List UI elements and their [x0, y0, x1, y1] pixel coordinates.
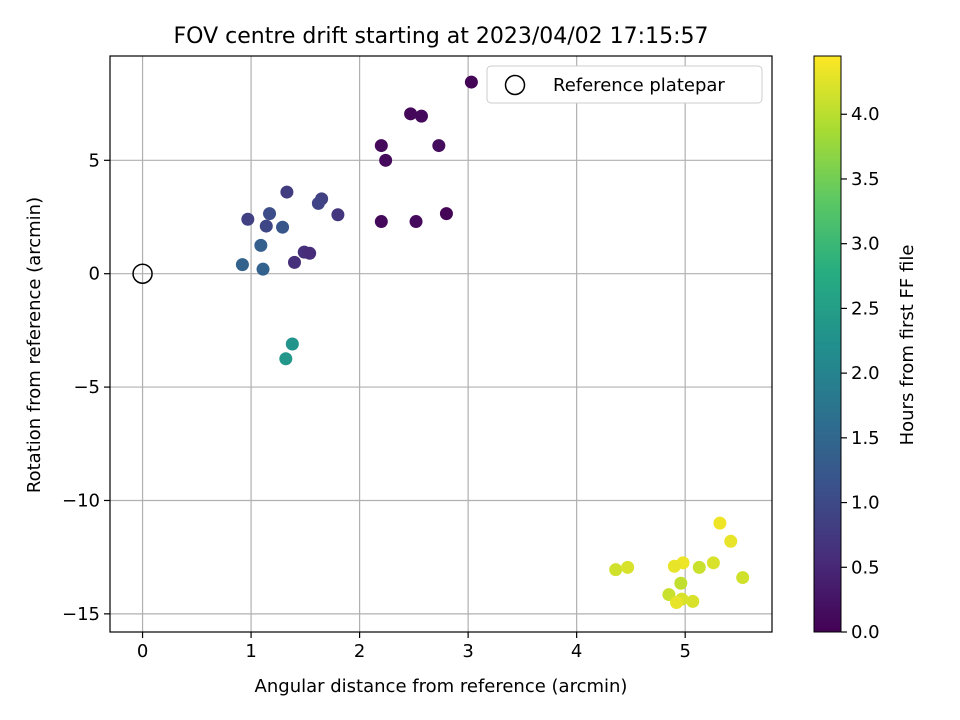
x-tick-label: 0 [137, 641, 148, 662]
colorbar-tick-label: 4.0 [851, 104, 880, 125]
x-tick-label: 4 [571, 641, 582, 662]
data-point [279, 352, 293, 366]
chart-title: FOV centre drift starting at 2023/04/02 … [174, 24, 709, 49]
data-point [674, 576, 688, 590]
plot-frame [109, 55, 773, 633]
data-point [713, 516, 727, 530]
data-point [379, 153, 393, 167]
colorbar-tick-label: 0.0 [851, 622, 880, 643]
y-tick-label: −5 [73, 377, 100, 398]
x-tick-label: 2 [354, 641, 365, 662]
colorbar-tick-label: 3.5 [851, 169, 880, 190]
colorbar-tick-label: 1.0 [851, 493, 880, 514]
data-point [686, 594, 700, 608]
data-point [259, 219, 273, 233]
grid [110, 56, 772, 632]
data-point [667, 559, 681, 573]
data-point [263, 207, 277, 221]
data-point [280, 185, 294, 199]
data-point [311, 196, 325, 210]
data-point [706, 556, 720, 570]
x-axis-label: Angular distance from reference (arcmin) [255, 676, 628, 697]
colorbar-tick-label: 2.0 [851, 363, 880, 384]
data-point [241, 212, 255, 226]
data-point [254, 238, 268, 252]
data-point [256, 262, 270, 276]
scatter-points [235, 75, 750, 610]
colorbar-tick-label: 0.5 [851, 557, 880, 578]
colorbar-tick-label: 3.0 [851, 234, 880, 255]
colorbar: 0.0 0.5 1.0 1.5 2.0 2.5 3.0 3.5 4.0 Hours from f… [813, 55, 918, 643]
colorbar-tick-label: 1.5 [851, 428, 880, 449]
colorbar-label: Hours from first FF file [897, 245, 918, 446]
reference-point-marker [132, 263, 153, 284]
data-point [609, 563, 623, 577]
data-point [432, 139, 446, 153]
data-point [235, 258, 249, 272]
data-point [404, 107, 418, 121]
data-point [374, 215, 388, 229]
data-point [439, 207, 453, 221]
data-point [692, 560, 706, 574]
data-point [464, 75, 478, 89]
x-tick-label: 1 [245, 641, 256, 662]
y-tick-label: −10 [62, 490, 100, 511]
x-tick-label: 3 [462, 641, 473, 662]
data-point [285, 337, 299, 351]
y-tick-label: −15 [62, 604, 100, 625]
reference-marker-layer [132, 263, 153, 284]
colorbar-tick-label: 2.5 [851, 298, 880, 319]
legend: Reference platepar [486, 65, 763, 104]
colorbar-ticks: 0.0 0.5 1.0 1.5 2.0 2.5 3.0 3.5 4.0 [841, 104, 880, 643]
data-point [621, 560, 635, 574]
data-point [276, 220, 290, 234]
colorbar-gradient [813, 55, 842, 633]
data-point [409, 215, 423, 229]
data-point [287, 255, 301, 269]
y-tick-label: 5 [89, 150, 100, 171]
legend-label-reference-platepar: Reference platepar [553, 75, 725, 96]
data-point [303, 246, 317, 260]
data-point [724, 534, 738, 548]
data-point [374, 139, 388, 153]
data-point [331, 208, 345, 222]
y-tick-label: 0 [89, 264, 100, 285]
legend-reference-marker [504, 74, 526, 96]
y-axis-label: Rotation from reference (arcmin) [24, 197, 45, 493]
axis-ticks: 0 1 2 3 4 5 −15 −10 −5 0 5 [62, 150, 691, 662]
data-point [414, 109, 428, 123]
legend-box [486, 65, 763, 104]
data-point [669, 596, 683, 610]
x-tick-label: 5 [679, 641, 690, 662]
data-point [736, 571, 750, 585]
